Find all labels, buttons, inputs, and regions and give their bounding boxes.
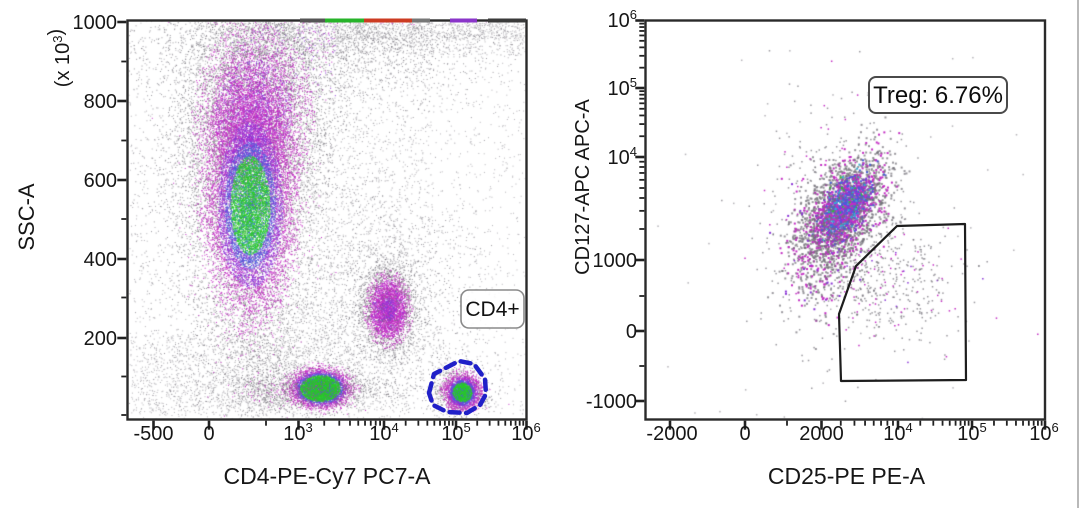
svg-text:103: 103 [283, 420, 312, 445]
svg-text:0: 0 [203, 423, 214, 445]
svg-text:0: 0 [626, 321, 637, 343]
svg-text:600: 600 [84, 170, 117, 192]
svg-text:CD25-PE PE-A: CD25-PE PE-A [768, 463, 926, 489]
svg-text:106: 106 [608, 7, 637, 32]
svg-text:CD4-PE-Cy7 PC7-A: CD4-PE-Cy7 PC7-A [223, 463, 431, 489]
svg-text:1000: 1000 [73, 12, 118, 34]
svg-text:105: 105 [608, 75, 637, 100]
svg-text:-2000: -2000 [646, 423, 697, 445]
svg-text:105: 105 [957, 420, 986, 445]
svg-text:105: 105 [441, 420, 470, 445]
svg-text:106: 106 [1029, 420, 1058, 445]
svg-text:-1000: -1000 [586, 391, 637, 413]
svg-text:800: 800 [84, 91, 117, 113]
svg-text:200: 200 [84, 328, 117, 350]
svg-text:2000: 2000 [799, 423, 844, 445]
svg-text:1000: 1000 [593, 250, 638, 272]
svg-text:SSC-A: SSC-A [14, 183, 39, 251]
svg-text:104: 104 [369, 420, 398, 445]
svg-text:Treg: 6.76%: Treg: 6.76% [873, 82, 1003, 109]
svg-text:104: 104 [883, 420, 912, 445]
svg-text:106: 106 [511, 420, 540, 445]
svg-text:CD127-APC APC-A: CD127-APC APC-A [572, 99, 594, 275]
svg-text:(x 103): (x 103) [45, 29, 74, 87]
svg-text:400: 400 [84, 249, 117, 271]
svg-text:0: 0 [739, 423, 750, 445]
svg-text:CD4+: CD4+ [465, 298, 519, 321]
svg-text:104: 104 [608, 144, 637, 169]
svg-text:-500: -500 [133, 423, 173, 445]
